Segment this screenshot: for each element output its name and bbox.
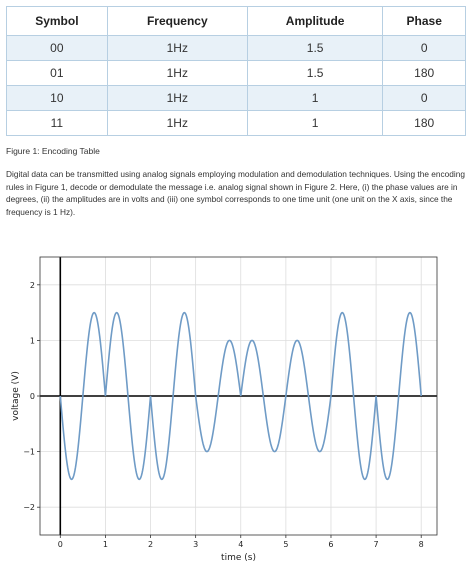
cell-symbol: 10 — [6, 85, 108, 111]
x-tick-label: 6 — [328, 540, 333, 549]
figure-caption: Figure 1: Encoding Table — [6, 146, 100, 156]
y-tick-label: −2 — [23, 503, 35, 512]
table-row: 11 1Hz 1 180 — [6, 110, 466, 136]
cell-frequency: 1Hz — [106, 60, 248, 86]
table-header-row: Symbol Frequency Amplitude Phase — [6, 6, 466, 36]
signal-chart: 0 1 2 3 4 5 6 7 8 −2 −1 0 1 2 time (s) voltage (V) — [11, 256, 438, 563]
y-tick-label: −1 — [23, 448, 35, 457]
instructions-paragraph: Digital data can be transmitted using an… — [6, 169, 465, 217]
encoding-table: Symbol Frequency Amplitude Phase 00 1Hz … — [6, 6, 466, 136]
x-tick-label: 1 — [103, 540, 108, 549]
cell-phase: 0 — [382, 85, 466, 111]
y-axis-label: voltage (V) — [11, 371, 21, 421]
y-tick-label: 1 — [30, 336, 35, 345]
cell-amplitude: 1.5 — [246, 60, 384, 86]
table-row: 01 1Hz 1.5 180 — [6, 60, 466, 86]
x-axis-label: time (s) — [221, 553, 256, 563]
y-tick-label: 2 — [30, 281, 35, 290]
cell-amplitude: 1 — [246, 110, 384, 136]
cell-frequency: 1Hz — [106, 35, 248, 61]
header-symbol: Symbol — [6, 6, 108, 36]
signal-line — [59, 311, 423, 481]
cell-symbol: 00 — [6, 35, 108, 61]
y-tick-label: 0 — [30, 392, 35, 401]
cell-phase: 0 — [382, 35, 466, 61]
x-tick-label: 4 — [238, 540, 243, 549]
cell-symbol: 01 — [6, 60, 108, 86]
table-row: 10 1Hz 1 0 — [6, 85, 466, 111]
x-tick-label: 3 — [193, 540, 198, 549]
cell-symbol: 11 — [6, 110, 108, 136]
cell-phase: 180 — [382, 110, 466, 136]
cell-frequency: 1Hz — [106, 85, 248, 111]
cell-frequency: 1Hz — [106, 110, 248, 136]
cell-amplitude: 1.5 — [246, 35, 384, 61]
x-tick-label: 8 — [419, 540, 424, 549]
x-tick-label: 0 — [58, 540, 63, 549]
cell-amplitude: 1 — [246, 85, 384, 111]
x-tick-label: 5 — [283, 540, 288, 549]
header-phase: Phase — [382, 6, 466, 36]
cell-phase: 180 — [382, 60, 466, 86]
header-frequency: Frequency — [106, 6, 248, 36]
x-tick-label: 2 — [148, 540, 153, 549]
table-row: 00 1Hz 1.5 0 — [6, 35, 466, 61]
header-amplitude: Amplitude — [246, 6, 384, 36]
x-tick-label: 7 — [374, 540, 379, 549]
